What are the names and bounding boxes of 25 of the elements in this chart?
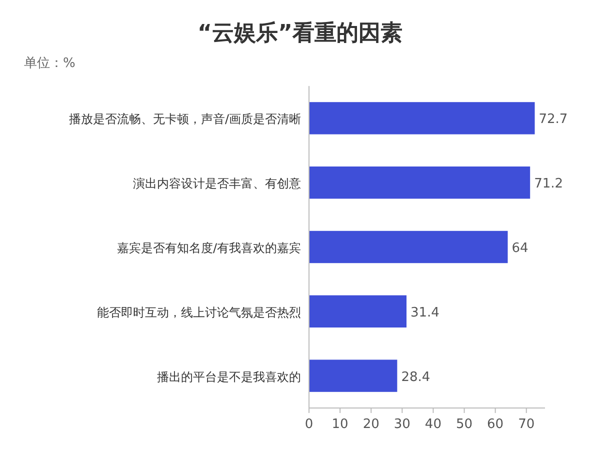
y-tick-label: 能否即时互动，线上讨论气氛是否热烈 <box>97 305 301 320</box>
data-label: 64 <box>512 241 528 256</box>
data-label: 72.7 <box>538 112 568 128</box>
y-tick-label: 播放是否流畅、无卡顿，声音/画质是否清晰 <box>68 112 301 126</box>
bar <box>309 230 508 264</box>
x-tick-label: 40 <box>424 417 442 432</box>
y-tick-label: 演出内容设计是否丰富、有创意 <box>133 176 301 191</box>
bar <box>309 360 398 392</box>
x-tick-label: 20 <box>362 417 380 432</box>
bar <box>309 295 407 328</box>
data-label: 71.2 <box>534 176 564 192</box>
y-tick-label: 播出的平台是不是我喜欢的 <box>157 370 301 384</box>
bar <box>309 166 530 199</box>
chart-title: “云娱乐”看重的因素 <box>198 21 402 46</box>
x-tick-label: 30 <box>394 417 410 432</box>
y-tick-label: 嘉宾是否有知名度/有我喜欢的嘉宾 <box>116 241 301 255</box>
x-tick-label: 0 <box>304 417 314 432</box>
x-tick-label: 70 <box>518 417 535 432</box>
x-tick-label: 50 <box>456 417 473 432</box>
data-label: 28.4 <box>401 370 430 385</box>
x-tick-label: 10 <box>332 417 348 432</box>
x-tick-label: 60 <box>487 417 504 432</box>
text: 单位：% <box>24 56 76 71</box>
bar <box>309 102 535 134</box>
data-label: 31.4 <box>410 305 440 320</box>
